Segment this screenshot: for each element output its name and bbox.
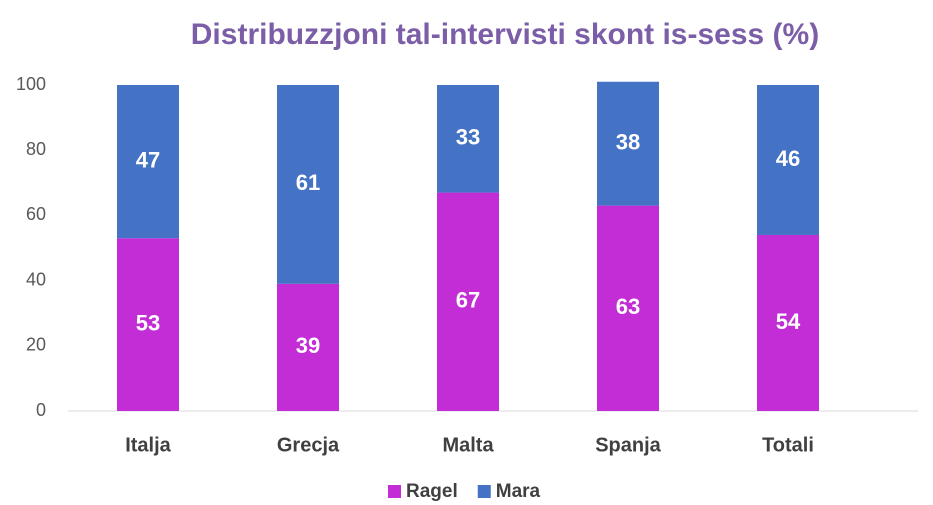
bar-segment <box>757 85 819 235</box>
legend-label: Ragel <box>406 481 458 502</box>
legend-swatch <box>388 485 401 498</box>
y-tick-label: 60 <box>26 204 46 224</box>
data-label: 54 <box>776 309 801 334</box>
x-tick-label: Grecja <box>277 434 340 456</box>
data-label: 63 <box>616 294 640 319</box>
data-label: 33 <box>456 125 480 150</box>
x-tick-label: Spanja <box>595 434 661 456</box>
x-tick-label: Totali <box>762 434 814 456</box>
bar-segment <box>277 283 339 411</box>
y-tick-label: 20 <box>26 335 46 355</box>
bar-segment <box>277 85 339 284</box>
y-tick-label: 0 <box>36 400 46 420</box>
legend-swatch <box>477 485 491 498</box>
data-label: 53 <box>136 310 160 335</box>
data-label: 47 <box>136 147 160 172</box>
data-label: 38 <box>616 129 640 154</box>
bar-segment <box>117 85 179 239</box>
data-label: 61 <box>296 170 320 195</box>
bar-segment <box>437 85 499 193</box>
data-label: 67 <box>456 288 480 313</box>
bar-segment <box>117 238 179 411</box>
y-tick-label: 40 <box>26 269 46 289</box>
y-tick-label: 80 <box>26 139 46 159</box>
bar-segment <box>437 192 499 411</box>
data-label: 46 <box>776 146 800 171</box>
data-label: 39 <box>296 333 320 358</box>
y-tick-label: 100 <box>16 74 46 94</box>
bar-segment <box>597 81 659 206</box>
x-tick-label: Malta <box>442 434 494 456</box>
bar-segment <box>597 205 659 411</box>
chart-title: Distribuzzjoni tal-intervisti skont is-s… <box>191 18 819 51</box>
legend-label: Mara <box>496 481 541 502</box>
x-tick-label: Italja <box>125 434 171 456</box>
bar-segment <box>757 234 819 411</box>
